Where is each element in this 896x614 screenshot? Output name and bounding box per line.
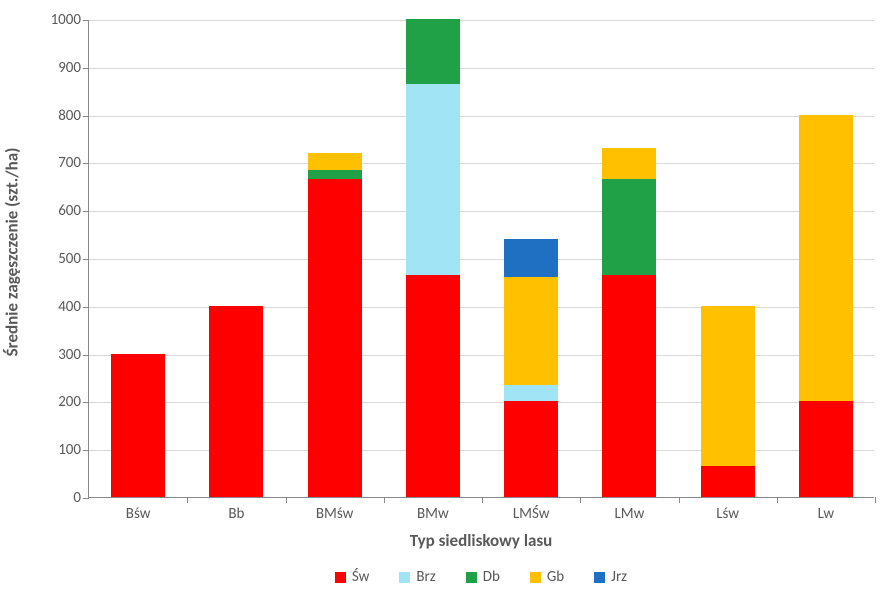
bar-group [209, 306, 263, 497]
bar-segment-db [406, 19, 460, 84]
y-tick-label: 100 [58, 441, 89, 459]
y-tick-label: 200 [58, 393, 89, 411]
gridline [89, 163, 874, 164]
bar-segment-sw [799, 401, 853, 497]
bar-segment-gb [308, 153, 362, 170]
x-tick-label: Lśw [716, 497, 739, 523]
bar-group [701, 306, 755, 497]
x-tick-label: LMŚw [513, 497, 550, 523]
x-tick-mark [875, 497, 876, 503]
legend: Św Brz Db Gb Jrz [88, 568, 874, 586]
x-tick-mark [580, 497, 581, 503]
bar-group [504, 239, 558, 497]
bar-segment-sw [602, 275, 656, 497]
legend-swatch [399, 572, 410, 583]
gridline [89, 20, 874, 21]
bar-segment-sw [308, 179, 362, 497]
bar-segment-brz [406, 84, 460, 275]
gridline [89, 68, 874, 69]
y-tick-label: 900 [58, 59, 89, 77]
legend-label: Gb [547, 568, 564, 586]
legend-item-jrz: Jrz [594, 568, 627, 586]
y-axis-title: Średnie zagęszczenie (szt./ha) [2, 148, 23, 357]
gridline [89, 307, 874, 308]
bar-segment-brz [504, 385, 558, 402]
gridline [89, 259, 874, 260]
x-tick-mark [187, 497, 188, 503]
legend-swatch [594, 572, 605, 583]
x-tick-mark [679, 497, 680, 503]
x-tick-label: Bśw [126, 497, 151, 523]
x-tick-mark [482, 497, 483, 503]
y-tick-label: 600 [58, 202, 89, 220]
gridline [89, 116, 874, 117]
legend-swatch [530, 572, 541, 583]
y-tick-label: 300 [58, 346, 89, 364]
gridline [89, 450, 874, 451]
y-tick-label: 400 [58, 298, 89, 316]
bar-segment-sw [209, 306, 263, 497]
bar-group [799, 115, 853, 497]
x-tick-mark [384, 497, 385, 503]
bar-segment-db [308, 170, 362, 180]
bar-segment-sw [701, 466, 755, 497]
bar-segment-gb [602, 148, 656, 179]
bar-segment-db [602, 179, 656, 275]
bar-segment-sw [504, 401, 558, 497]
x-tick-mark [777, 497, 778, 503]
y-tick-label: 500 [58, 250, 89, 268]
gridline [89, 402, 874, 403]
x-tick-label: BMw [417, 497, 449, 523]
y-tick-label: 700 [58, 154, 89, 172]
bar-segment-gb [701, 306, 755, 466]
x-axis-title: Typ siedliskowy lasu [88, 530, 874, 551]
y-tick-label: 0 [73, 489, 89, 507]
gridline [89, 211, 874, 212]
bar-group [602, 148, 656, 497]
legend-item-db: Db [466, 568, 500, 586]
legend-item-brz: Brz [399, 568, 435, 586]
x-tick-label: BMśw [316, 497, 354, 523]
legend-item-gb: Gb [530, 568, 564, 586]
y-tick-label: 800 [58, 107, 89, 125]
x-tick-label: Bb [228, 497, 244, 523]
legend-label: Db [483, 568, 500, 586]
legend-swatch [466, 572, 477, 583]
bar-group [308, 153, 362, 497]
x-tick-label: LMw [614, 497, 644, 523]
bar-segment-sw [406, 275, 460, 497]
chart-container: Średnie zagęszczenie (szt./ha) 010020030… [12, 12, 884, 602]
plot-area: 01002003004005006007008009001000BśwBbBMś… [88, 20, 874, 498]
bar-segment-gb [504, 277, 558, 385]
x-tick-label: Lw [818, 497, 835, 523]
legend-swatch [335, 572, 346, 583]
bar-group [406, 19, 460, 497]
legend-label: Brz [416, 568, 435, 586]
x-tick-mark [286, 497, 287, 503]
bar-segment-sw [111, 354, 165, 497]
y-tick-label: 1000 [51, 11, 89, 29]
legend-item-sw: Św [335, 568, 370, 586]
legend-label: Jrz [611, 568, 627, 586]
bar-group [111, 354, 165, 497]
bar-segment-gb [799, 115, 853, 402]
bar-segment-jrz [504, 239, 558, 277]
legend-label: Św [352, 568, 370, 586]
gridline [89, 355, 874, 356]
